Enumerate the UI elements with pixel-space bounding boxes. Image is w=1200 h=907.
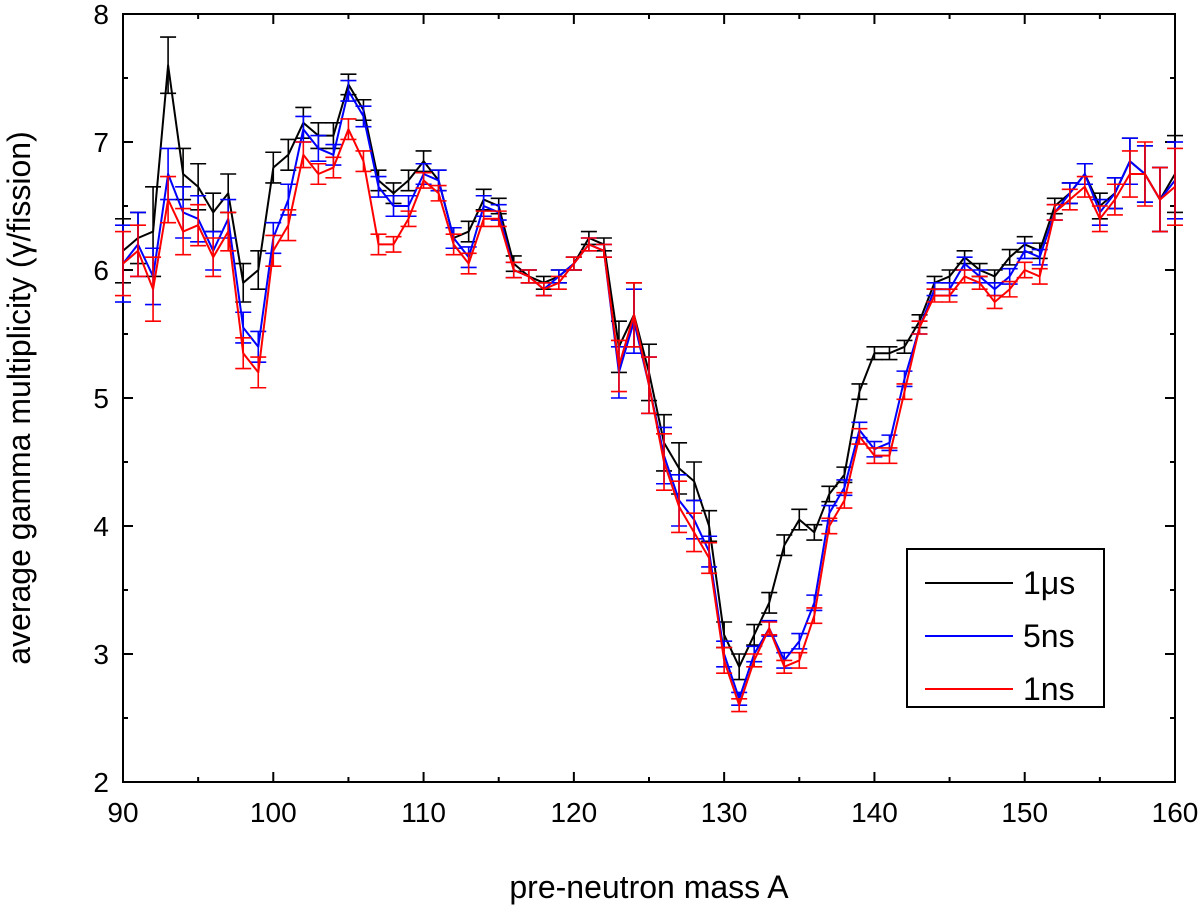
x-tick-label: 100 bbox=[250, 797, 297, 828]
x-tick-label: 110 bbox=[401, 797, 446, 828]
y-axis-label: average gamma multiplicity (γ/fission) bbox=[1, 131, 37, 665]
series-layer bbox=[115, 36, 1183, 713]
y-tick-label: 3 bbox=[93, 639, 109, 670]
y-tick-label: 6 bbox=[93, 255, 109, 286]
x-tick-label: 120 bbox=[550, 797, 597, 828]
x-tick-label: 150 bbox=[1001, 797, 1048, 828]
x-tick-label: 90 bbox=[107, 797, 138, 828]
y-tick-label: 5 bbox=[93, 383, 109, 414]
series-2 bbox=[115, 118, 1183, 713]
x-axis-label: pre-neutron mass A bbox=[509, 869, 789, 905]
legend-label-5ns: 5ns bbox=[1023, 618, 1075, 654]
y-tick-label: 2 bbox=[93, 767, 109, 798]
axis-ticks: 90 100 110 120 130 140 150 160 2 3 4 5 6 7 8 bbox=[93, 0, 1198, 828]
y-tick-label: 4 bbox=[93, 511, 109, 542]
x-tick-label: 130 bbox=[701, 797, 748, 828]
x-tick-label: 160 bbox=[1152, 797, 1199, 828]
legend-label-1ns: 1ns bbox=[1023, 671, 1075, 707]
legend-label-1us: 1μs bbox=[1023, 565, 1075, 601]
legend: 1μs 5ns 1ns bbox=[906, 548, 1105, 708]
x-tick-label: 140 bbox=[851, 797, 898, 828]
y-tick-label: 7 bbox=[93, 127, 109, 158]
y-tick-label: 8 bbox=[93, 0, 109, 30]
legend-box bbox=[906, 548, 1105, 708]
